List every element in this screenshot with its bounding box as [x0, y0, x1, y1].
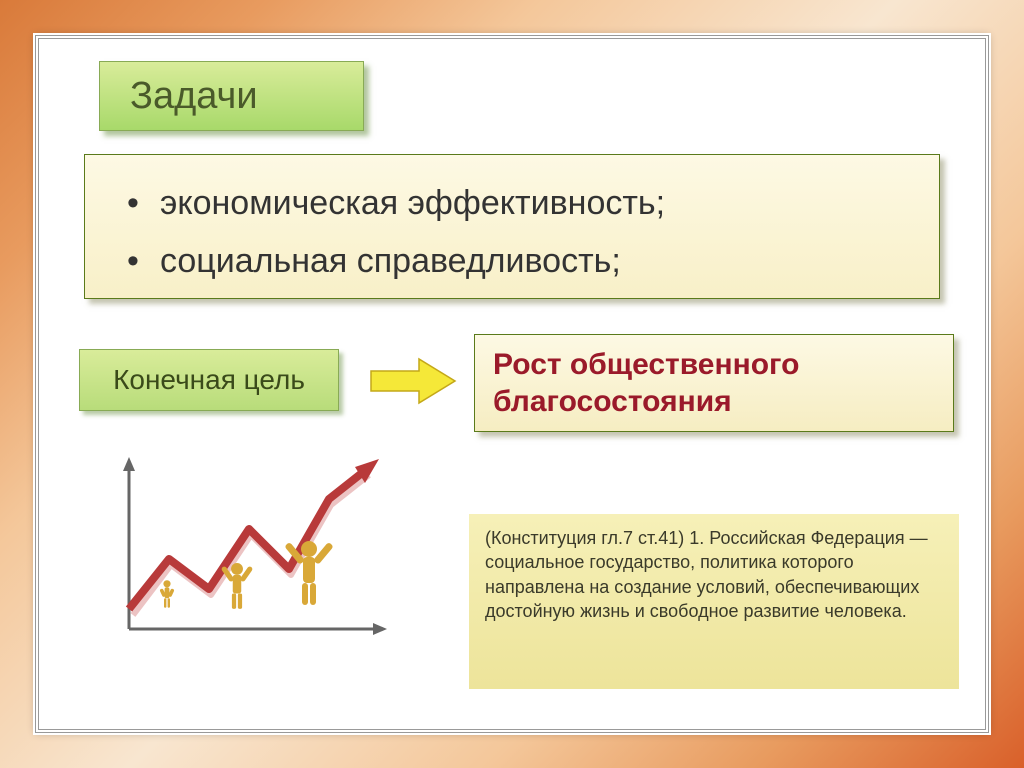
goal-label-box: Конечная цель — [79, 349, 339, 411]
growth-text-line1: Рост общественного — [493, 346, 935, 384]
constitution-quote-box: (Конституция гл.7 ст.41) 1. Российская Ф… — [469, 514, 959, 689]
title-box: Задачи — [99, 61, 364, 131]
growth-text-line2: благосостояния — [493, 383, 935, 421]
constitution-quote-text: (Конституция гл.7 ст.41) 1. Российская Ф… — [485, 526, 943, 623]
arrow-icon — [369, 357, 459, 405]
task-item-1: экономическая эффективность; — [115, 175, 909, 233]
title-text: Задачи — [130, 75, 258, 118]
tasks-list: экономическая эффективность; социальная … — [115, 175, 909, 291]
tasks-box: экономическая эффективность; социальная … — [84, 154, 940, 299]
slide-inner-panel: Задачи экономическая эффективность; соци… — [35, 35, 989, 733]
goal-label-text: Конечная цель — [113, 364, 305, 396]
growth-chart-icon — [109, 449, 399, 669]
task-item-2: социальная справедливость; — [115, 233, 909, 291]
growth-box: Рост общественного благосостояния — [474, 334, 954, 432]
slide-outer-frame: Задачи экономическая эффективность; соци… — [0, 0, 1024, 768]
